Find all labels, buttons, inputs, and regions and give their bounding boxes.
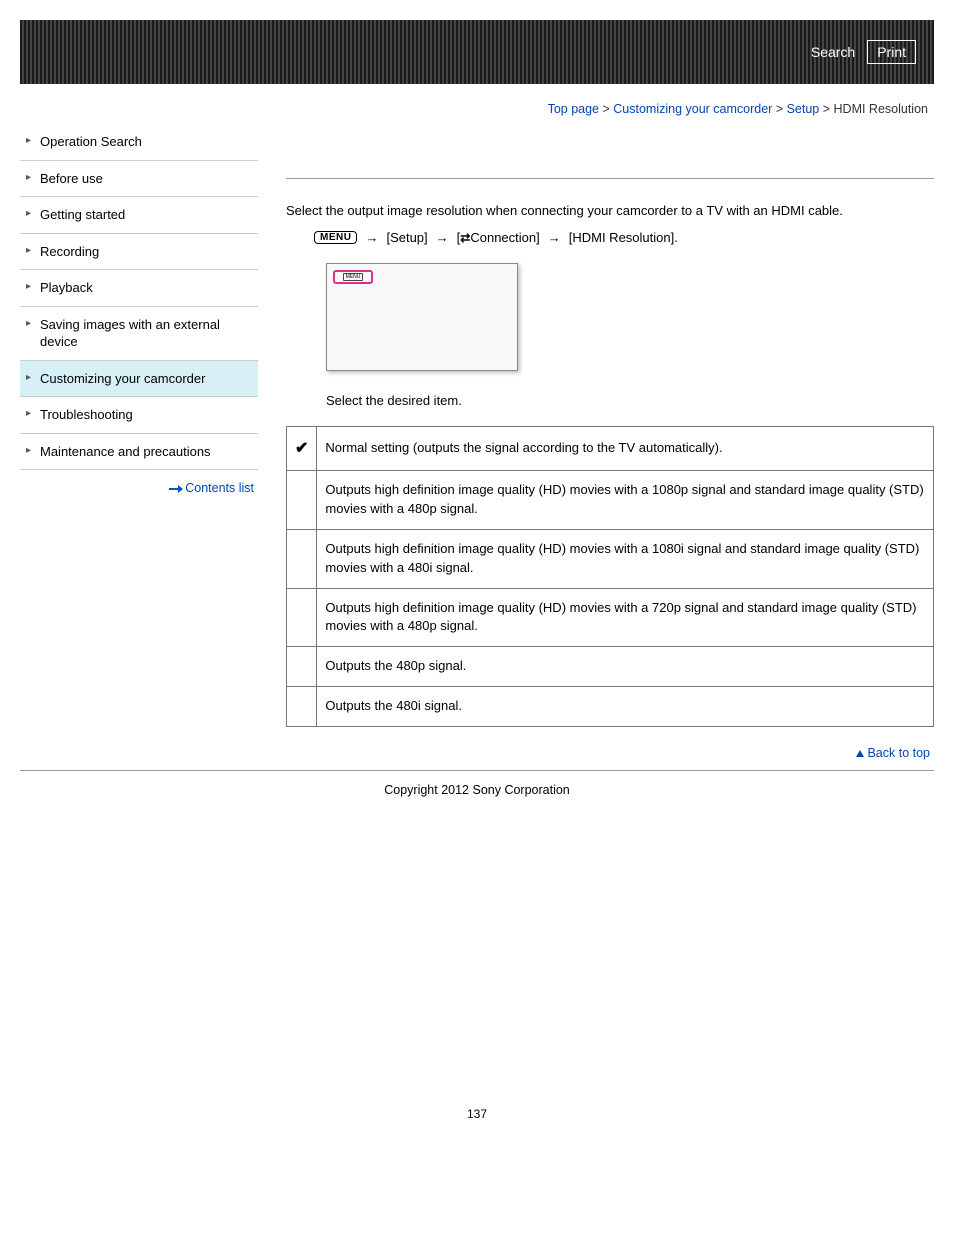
- screen-menu-label: MENU: [343, 273, 364, 281]
- option-text: Outputs high definition image quality (H…: [317, 588, 934, 647]
- copyright-text: Copyright 2012 Sony Corporation: [20, 779, 934, 827]
- sidebar-item-operation-search[interactable]: Operation Search: [20, 124, 258, 161]
- main-content: Select the output image resolution when …: [286, 124, 934, 766]
- check-mark-cell: [287, 687, 317, 727]
- content-divider: [286, 178, 934, 179]
- option-row: Outputs high definition image quality (H…: [287, 471, 934, 530]
- sidebar-item-playback[interactable]: Playback: [20, 270, 258, 307]
- arrow-icon: →: [436, 230, 449, 245]
- sidebar-item-troubleshooting[interactable]: Troubleshooting: [20, 397, 258, 434]
- breadcrumb-link-setup[interactable]: Setup: [787, 102, 820, 116]
- search-button[interactable]: Search: [811, 44, 855, 60]
- option-row: ✔ Normal setting (outputs the signal acc…: [287, 427, 934, 471]
- sidebar-list: Operation Search Before use Getting star…: [20, 124, 258, 470]
- sidebar: Operation Search Before use Getting star…: [20, 124, 258, 766]
- path-connection: [⇄Connection]: [457, 230, 540, 245]
- path-setup: [Setup]: [386, 230, 427, 245]
- sidebar-item-recording[interactable]: Recording: [20, 234, 258, 271]
- contents-list-link[interactable]: Contents list: [185, 481, 254, 495]
- sidebar-item-maintenance[interactable]: Maintenance and precautions: [20, 434, 258, 471]
- option-row: Outputs high definition image quality (H…: [287, 588, 934, 647]
- option-row: Outputs high definition image quality (H…: [287, 529, 934, 588]
- breadcrumb-link-customizing[interactable]: Customizing your camcorder: [613, 102, 772, 116]
- sidebar-item-before-use[interactable]: Before use: [20, 161, 258, 198]
- arrow-icon: →: [548, 230, 561, 245]
- screen-menu-highlight: MENU: [333, 270, 373, 284]
- option-text: Normal setting (outputs the signal accor…: [317, 427, 934, 471]
- option-text: Outputs the 480i signal.: [317, 687, 934, 727]
- back-to-top-link[interactable]: Back to top: [867, 746, 930, 760]
- path-hdmi: [HDMI Resolution].: [569, 230, 678, 245]
- options-table: ✔ Normal setting (outputs the signal acc…: [286, 426, 934, 727]
- option-row: Outputs the 480p signal.: [287, 647, 934, 687]
- check-mark-icon: ✔: [287, 427, 317, 471]
- sidebar-item-getting-started[interactable]: Getting started: [20, 197, 258, 234]
- option-text: Outputs the 480p signal.: [317, 647, 934, 687]
- menu-path: MENU → [Setup] → [⇄Connection] → [HDMI R…: [286, 230, 934, 245]
- contents-list: Contents list: [20, 470, 258, 495]
- arrow-icon: →: [365, 230, 378, 245]
- screen-mockup: MENU: [326, 263, 518, 371]
- check-mark-cell: [287, 647, 317, 687]
- footer-divider: [20, 770, 934, 771]
- menu-button-icon: MENU: [314, 231, 357, 244]
- breadcrumb: Top page > Customizing your camcorder > …: [20, 84, 934, 116]
- intro-text: Select the output image resolution when …: [286, 203, 934, 218]
- option-text: Outputs high definition image quality (H…: [317, 471, 934, 530]
- header-bar: Search Print: [20, 20, 934, 84]
- arrow-right-icon: [169, 486, 183, 492]
- check-mark-cell: [287, 529, 317, 588]
- check-mark-cell: [287, 471, 317, 530]
- triangle-up-icon: [856, 750, 864, 757]
- check-mark-cell: [287, 588, 317, 647]
- sidebar-item-customizing[interactable]: Customizing your camcorder: [20, 361, 258, 398]
- breadcrumb-link-top[interactable]: Top page: [548, 102, 599, 116]
- option-row: Outputs the 480i signal.: [287, 687, 934, 727]
- connection-icon: ⇄: [460, 231, 470, 245]
- print-button[interactable]: Print: [867, 40, 916, 64]
- back-to-top: Back to top: [286, 745, 930, 760]
- page-number: 137: [20, 1107, 934, 1121]
- breadcrumb-current: HDMI Resolution: [834, 102, 928, 116]
- sidebar-item-saving-images[interactable]: Saving images with an external device: [20, 307, 258, 361]
- step-instruction: Select the desired item.: [326, 393, 934, 408]
- option-text: Outputs high definition image quality (H…: [317, 529, 934, 588]
